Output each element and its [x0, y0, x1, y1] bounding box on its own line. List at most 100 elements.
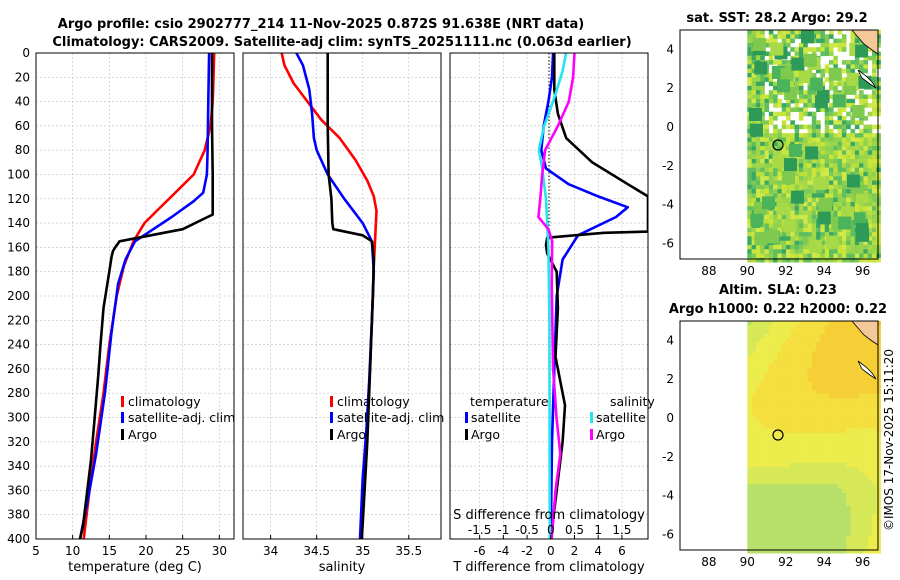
lat-tick-label: -6 [662, 236, 674, 250]
depth-tick-label: 180 [7, 265, 30, 279]
depth-tick-label: 160 [7, 240, 30, 254]
x-tick-label: 34 [263, 544, 278, 558]
x-tick-label: 20 [138, 544, 153, 558]
depth-tick-label: 300 [7, 411, 30, 425]
lon-tick-label: 90 [740, 555, 755, 569]
lat-tick-label: 0 [666, 411, 674, 425]
lat-tick-label: -4 [662, 198, 674, 212]
sla-map-title: Altim. SLA: 0.23 [719, 283, 837, 298]
salinity-panel: 34 34.5 35 35.5 salinity climatology satell… [242, 52, 444, 575]
lon-tick-label: 94 [817, 264, 832, 278]
depth-tick-label: 120 [7, 192, 30, 206]
depth-tick-label: 40 [15, 95, 30, 109]
s-tick-label: 0.5 [565, 523, 584, 537]
series-line [78, 53, 214, 539]
depth-tick-label: 400 [7, 532, 30, 546]
x-tick-label: -2 [521, 544, 533, 558]
lat-tick-label: 2 [666, 81, 674, 95]
series-line [537, 53, 576, 539]
depth-tick-label: 340 [7, 459, 30, 473]
x-tick-label: -6 [474, 544, 486, 558]
x-tick-label: -4 [497, 544, 509, 558]
x-tick-label: 35 [355, 544, 370, 558]
legend-title-temperature: temperature [470, 394, 549, 409]
legend-t-satellite: satellite [471, 410, 521, 425]
x-tick-label: 0 [547, 544, 555, 558]
s-tick-label: 1 [594, 523, 602, 537]
depth-tick-label: 260 [7, 362, 30, 376]
lon-tick-label: 90 [740, 264, 755, 278]
depth-tick-label: 280 [7, 386, 30, 400]
legend-t-argo: Argo [471, 427, 500, 442]
s-tick-label: -1 [497, 523, 509, 537]
lat-tick-label: 4 [666, 42, 674, 56]
lon-tick-label: 96 [855, 264, 870, 278]
lon-tick-label: 92 [778, 555, 793, 569]
series-line [537, 53, 568, 539]
lon-tick-label: 94 [817, 555, 832, 569]
difference-panel: -6 -4 -2 0 2 4 6 -1.5 -1 -0.5 0 0.5 1 1.5 S differen… [449, 52, 655, 575]
legend-satellite-adj: satellite-adj. clim [128, 410, 235, 425]
s-tick-label: 0 [547, 523, 555, 537]
depth-tick-label: 220 [7, 313, 30, 327]
figure-title-line1: Argo profile: csio 2902777_214 11-Nov-20… [58, 17, 584, 32]
legend-title-salinity: salinity [610, 394, 655, 409]
s-tick-label: -1.5 [468, 523, 491, 537]
depth-tick-label: 140 [7, 216, 30, 230]
lat-tick-label: 0 [666, 120, 674, 134]
lat-tick-label: -2 [662, 450, 674, 464]
argo-position-marker [772, 429, 784, 441]
sst-map: sat. SST: 28.2 Argo: 29.2 88 90 92 94 96 -6 -4… [662, 11, 881, 278]
legend-s-argo: Argo [596, 427, 625, 442]
figure-title-line2: Climatology: CARS2009. Satellite-adj cli… [52, 35, 631, 50]
difference-legend: temperature salinity satellite Argo sate… [465, 394, 655, 442]
depth-tick-label: 200 [7, 289, 30, 303]
imos-watermark: ©IMOS 17-Nov-2025 15:11:20 [882, 349, 896, 531]
temperature-legend: climatology satellite-adj. clim Argo [121, 394, 235, 442]
sst-map-title: sat. SST: 28.2 Argo: 29.2 [686, 11, 867, 26]
legend-argo: Argo [128, 427, 157, 442]
depth-tick-label: 320 [7, 435, 30, 449]
temperature-panel: 0 20 40 60 80 100 120 140 160 180 200 220 240 260 280 3… [7, 46, 235, 575]
depth-tick-label: 20 [15, 70, 30, 84]
depth-tick-label: 80 [15, 143, 30, 157]
lat-tick-label: -2 [662, 159, 674, 173]
lat-tick-label: -6 [662, 527, 674, 541]
x-tick-label: 5 [32, 544, 40, 558]
depth-tick-label: 0 [22, 46, 30, 60]
temperature-xlabel: temperature (deg C) [68, 560, 202, 575]
s-tick-label: -0.5 [515, 523, 538, 537]
sla-map-subtitle: Argo h1000: 0.22 h2000: 0.22 [669, 302, 887, 317]
depth-tick-label: 240 [7, 338, 30, 352]
depth-tick-label: 60 [15, 119, 30, 133]
legend-climatology: climatology [337, 394, 410, 409]
depth-tick-label: 360 [7, 483, 30, 497]
depth-tick-label: 100 [7, 168, 30, 182]
legend-satellite-adj: satellite-adj. clim [337, 410, 444, 425]
legend-argo: Argo [337, 427, 366, 442]
x-tick-label: 35.5 [395, 544, 422, 558]
x-tick-label: 10 [65, 544, 80, 558]
salinity-legend: climatology satellite-adj. clim Argo [330, 394, 444, 442]
series-line [326, 53, 376, 539]
x-tick-label: 30 [212, 544, 227, 558]
x-tick-label: 6 [618, 544, 626, 558]
x-tick-label: 15 [102, 544, 117, 558]
legend-climatology: climatology [128, 394, 201, 409]
lat-tick-label: 4 [666, 333, 674, 347]
series-line [78, 53, 211, 539]
x-tick-label: 4 [594, 544, 602, 558]
lat-tick-label: -4 [662, 489, 674, 503]
s-difference-xlabel: S difference from climatology [453, 508, 645, 523]
x-tick-label: 2 [571, 544, 579, 558]
depth-tick-label: 380 [7, 508, 30, 522]
lat-tick-label: 2 [666, 372, 674, 386]
t-difference-xlabel: T difference from climatology [452, 560, 645, 575]
x-tick-label: 34.5 [303, 544, 330, 558]
series-line [544, 53, 648, 539]
lon-tick-label: 88 [701, 264, 716, 278]
legend-s-satellite: satellite [596, 410, 646, 425]
lon-tick-label: 88 [701, 555, 716, 569]
argo-position-marker [772, 139, 784, 151]
